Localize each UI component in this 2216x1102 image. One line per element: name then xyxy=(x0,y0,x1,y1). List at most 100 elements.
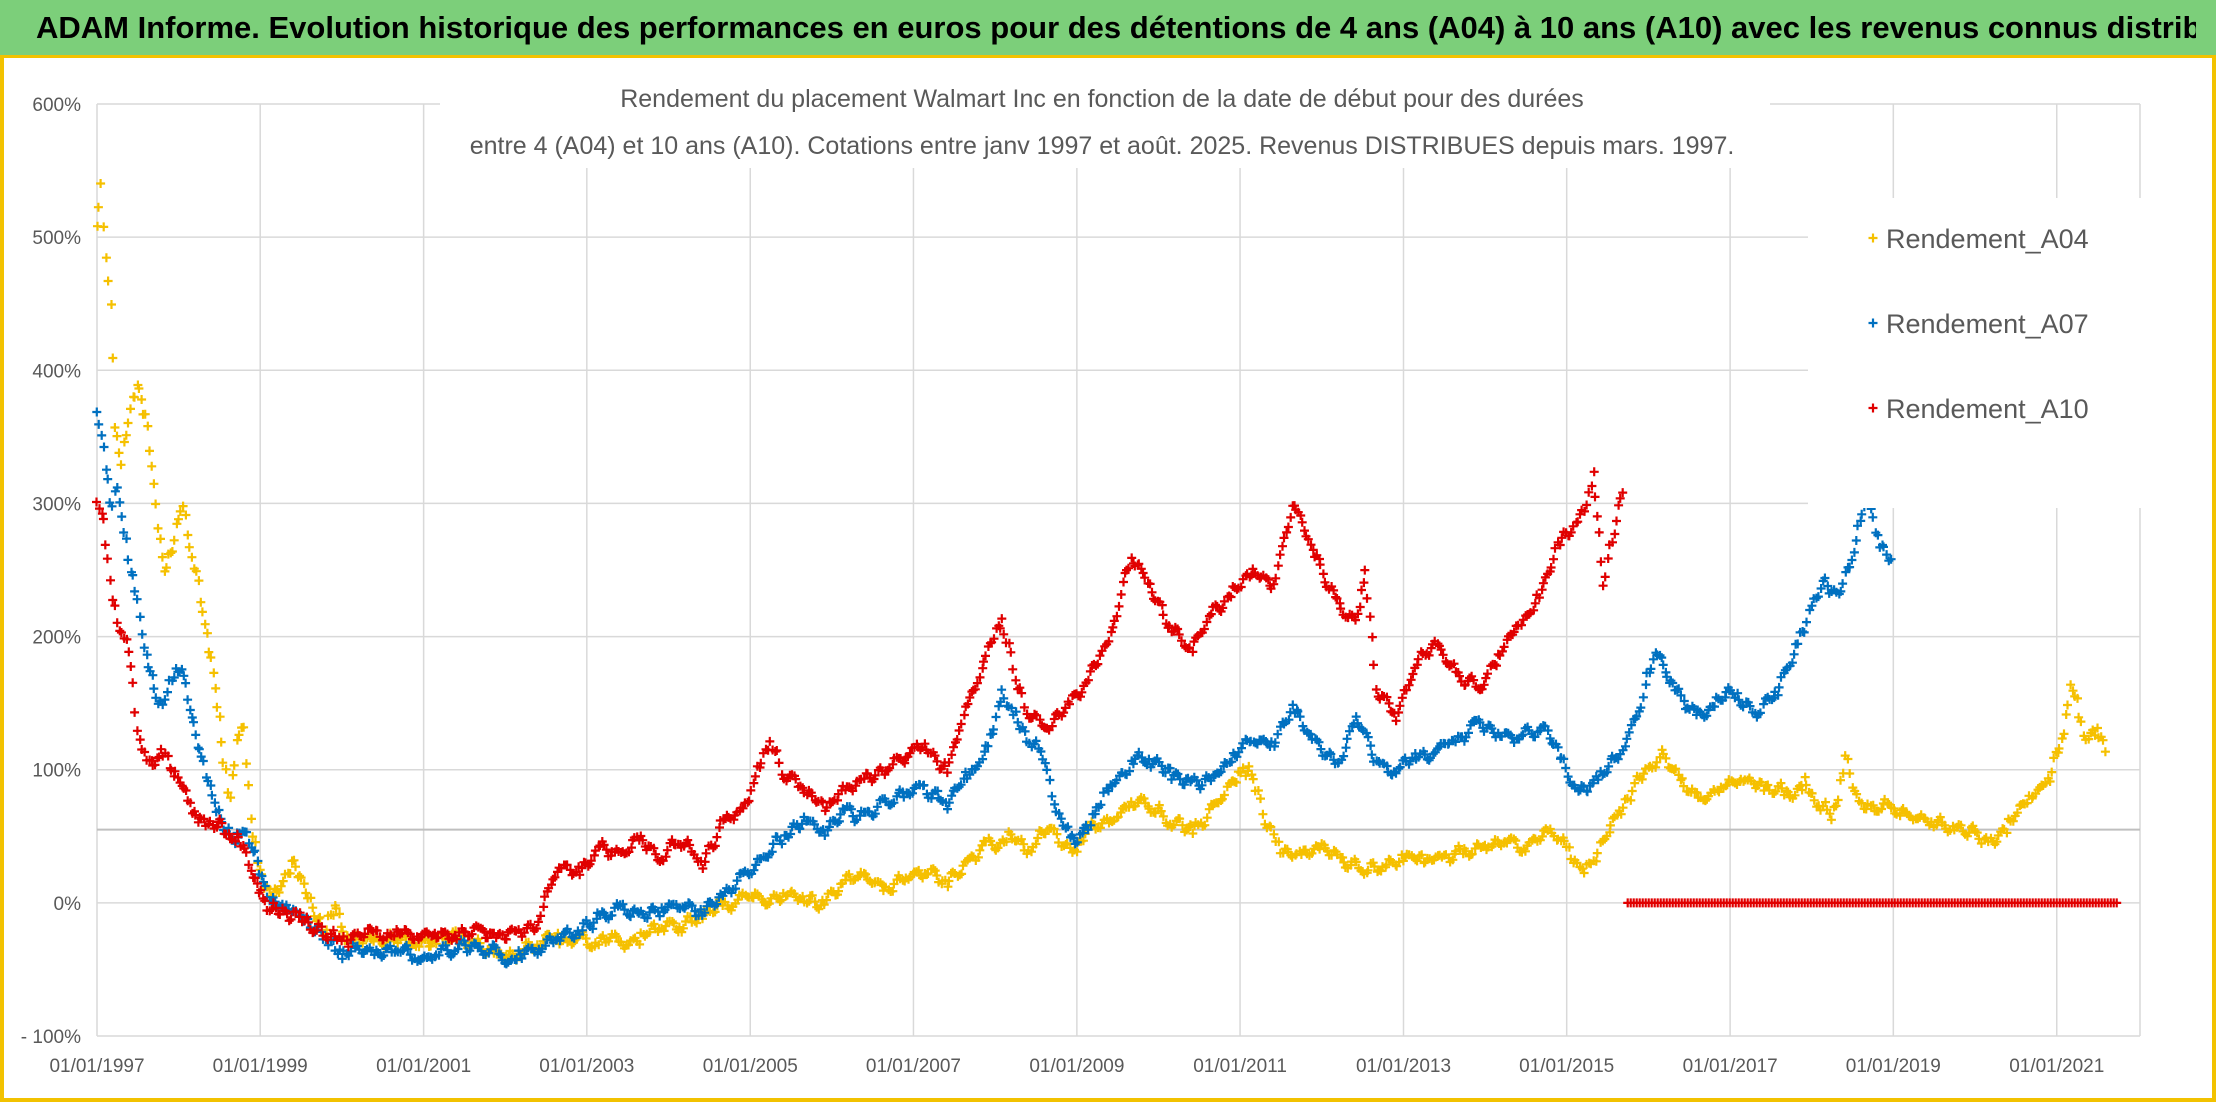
data-marker xyxy=(1469,675,1479,685)
data-marker xyxy=(1992,837,2002,847)
data-marker xyxy=(102,465,111,475)
data-marker xyxy=(2012,808,2022,818)
data-marker xyxy=(1093,659,1103,669)
data-marker xyxy=(1296,511,1306,520)
data-marker xyxy=(1596,557,1606,567)
data-marker xyxy=(142,650,152,660)
data-marker xyxy=(1530,598,1540,608)
data-marker xyxy=(315,912,325,922)
data-marker xyxy=(284,916,294,926)
data-marker xyxy=(661,852,671,862)
data-marker xyxy=(1615,493,1625,503)
data-marker xyxy=(1618,803,1628,813)
data-marker xyxy=(539,902,549,912)
data-marker xyxy=(1499,642,1509,652)
data-marker xyxy=(1587,481,1597,491)
data-marker xyxy=(1247,770,1257,780)
data-marker xyxy=(1926,817,1936,827)
data-marker xyxy=(196,597,206,607)
data-marker xyxy=(465,946,475,956)
data-marker xyxy=(1357,585,1366,595)
data-marker xyxy=(1288,700,1298,710)
data-marker xyxy=(166,548,176,558)
data-marker xyxy=(107,501,117,511)
data-marker xyxy=(512,955,522,965)
data-marker xyxy=(744,796,754,806)
data-marker xyxy=(1134,559,1144,569)
data-marker xyxy=(1275,550,1285,560)
data-marker xyxy=(1534,593,1544,603)
data-marker xyxy=(135,612,145,622)
data-marker xyxy=(786,829,796,839)
data-marker xyxy=(317,922,327,932)
data-marker xyxy=(161,563,171,573)
data-marker xyxy=(750,771,760,781)
data-marker xyxy=(1932,820,1942,830)
data-marker xyxy=(151,499,161,509)
data-marker xyxy=(1308,545,1318,555)
data-marker xyxy=(260,881,270,891)
data-marker xyxy=(1329,585,1339,595)
data-marker xyxy=(1274,837,1284,847)
data-marker xyxy=(1237,743,1246,753)
data-marker xyxy=(122,534,131,544)
data-marker xyxy=(1011,675,1021,685)
data-marker xyxy=(257,871,267,881)
data-marker xyxy=(1369,660,1378,670)
data-marker xyxy=(1174,630,1184,639)
data-marker xyxy=(1226,592,1236,602)
x-tick-label: 01/01/1997 xyxy=(49,1056,144,1077)
data-marker xyxy=(1448,855,1458,865)
data-marker xyxy=(1809,795,1819,805)
data-marker xyxy=(764,899,774,909)
data-marker xyxy=(181,678,191,688)
data-marker xyxy=(241,847,251,857)
data-marker xyxy=(963,699,973,709)
data-marker xyxy=(1593,775,1603,785)
data-marker xyxy=(1883,798,1892,808)
data-marker xyxy=(252,879,262,888)
series-Rendement_A10 xyxy=(92,467,2122,952)
data-marker xyxy=(2088,725,2098,735)
data-marker xyxy=(169,535,179,545)
data-marker xyxy=(1624,727,1634,737)
y-tick-label: 400% xyxy=(32,361,81,382)
data-marker xyxy=(1367,750,1377,760)
data-marker xyxy=(97,430,107,440)
data-marker xyxy=(1600,572,1610,582)
data-marker xyxy=(751,860,761,870)
data-marker xyxy=(1538,578,1548,588)
data-marker xyxy=(944,757,954,767)
data-marker xyxy=(1807,601,1817,611)
data-marker xyxy=(889,798,899,808)
data-marker xyxy=(1661,753,1671,763)
data-marker xyxy=(1160,768,1170,778)
data-marker xyxy=(1218,603,1228,613)
data-marker xyxy=(117,512,127,522)
data-marker xyxy=(1879,542,1888,552)
data-marker xyxy=(1793,639,1803,649)
data-marker xyxy=(433,932,443,942)
data-marker xyxy=(1800,772,1810,782)
data-marker xyxy=(1602,767,1612,777)
data-marker xyxy=(1316,744,1326,754)
data-marker xyxy=(1851,536,1861,545)
data-marker xyxy=(1823,581,1833,591)
data-marker xyxy=(132,726,142,736)
data-marker xyxy=(1106,627,1116,637)
data-marker xyxy=(1710,702,1719,712)
data-marker xyxy=(1843,754,1853,764)
data-marker xyxy=(1895,811,1905,821)
data-marker xyxy=(1339,751,1349,761)
data-marker xyxy=(1618,488,1628,498)
data-marker xyxy=(669,918,679,928)
data-marker xyxy=(777,839,787,849)
data-marker xyxy=(1331,592,1341,602)
data-marker xyxy=(1886,554,1896,564)
data-marker xyxy=(475,942,485,952)
data-marker xyxy=(1236,768,1246,778)
data-marker xyxy=(662,845,672,855)
data-marker xyxy=(173,773,183,782)
data-marker xyxy=(1395,762,1405,772)
data-marker xyxy=(1821,797,1830,807)
